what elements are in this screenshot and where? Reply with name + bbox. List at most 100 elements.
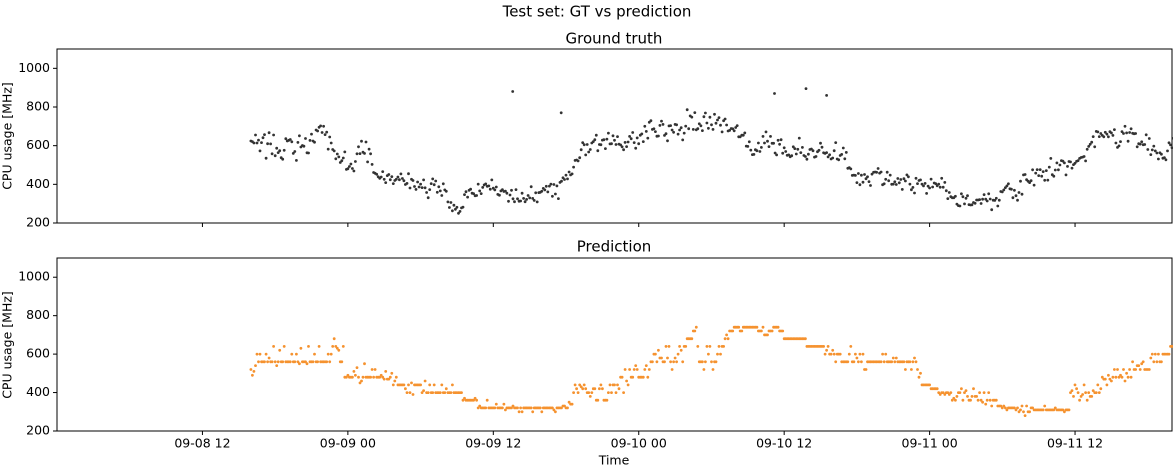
data-point	[961, 195, 965, 199]
data-point	[670, 128, 674, 132]
data-point	[305, 362, 309, 366]
data-point	[843, 157, 847, 161]
data-point	[870, 172, 874, 176]
data-point	[728, 129, 731, 132]
data-point	[498, 193, 501, 197]
data-point	[1141, 360, 1145, 364]
data-point	[352, 370, 356, 373]
data-point	[1128, 131, 1131, 134]
data-point	[723, 117, 727, 121]
data-point	[1152, 144, 1156, 148]
data-point	[1064, 173, 1068, 177]
data-point	[426, 391, 430, 394]
data-point	[526, 194, 530, 197]
data-point	[822, 345, 825, 348]
data-point	[411, 179, 415, 182]
data-point	[579, 385, 583, 389]
data-point	[691, 127, 695, 131]
data-point	[855, 181, 859, 185]
data-point	[270, 360, 274, 364]
data-point	[437, 185, 441, 189]
data-point	[675, 360, 678, 364]
data-point	[590, 391, 594, 394]
data-point	[825, 94, 828, 97]
data-point	[326, 147, 330, 151]
data-point	[594, 133, 598, 137]
data-point	[1122, 368, 1125, 371]
data-point	[1000, 190, 1004, 194]
data-point	[834, 360, 838, 364]
data-point	[988, 398, 992, 402]
data-point	[525, 198, 528, 201]
data-point	[1114, 141, 1118, 145]
data-point	[346, 167, 350, 171]
data-point	[897, 181, 901, 185]
data-point	[1160, 360, 1163, 364]
data-point	[628, 368, 631, 371]
data-point	[1123, 379, 1127, 383]
data-point	[828, 153, 831, 157]
data-point	[1113, 128, 1116, 132]
data-point	[572, 165, 575, 169]
data-point	[757, 141, 760, 145]
data-point	[1004, 406, 1007, 410]
data-point	[1005, 408, 1009, 412]
prediction-title: Prediction	[577, 238, 652, 256]
data-point	[704, 360, 707, 364]
data-point	[652, 127, 656, 131]
data-point	[267, 356, 271, 360]
data-point	[298, 134, 301, 138]
data-point	[707, 126, 710, 130]
data-point	[678, 345, 681, 348]
data-point	[501, 406, 504, 410]
data-point	[1102, 135, 1106, 139]
data-point	[831, 156, 835, 160]
data-point	[829, 352, 833, 356]
data-point	[551, 406, 554, 410]
data-point	[1155, 151, 1159, 155]
data-point	[841, 146, 845, 150]
data-point	[555, 184, 559, 188]
data-point	[1075, 387, 1078, 391]
data-point	[529, 406, 533, 410]
data-point	[946, 391, 950, 394]
data-point	[832, 149, 836, 153]
data-point	[770, 329, 774, 333]
data-point	[431, 391, 435, 394]
data-point	[979, 202, 983, 205]
data-point	[323, 133, 327, 137]
data-point	[917, 375, 921, 379]
data-point	[1063, 410, 1066, 414]
data-point	[704, 111, 707, 115]
data-point	[1110, 131, 1113, 135]
data-point	[601, 387, 604, 391]
data-point	[370, 163, 374, 166]
data-point	[663, 360, 666, 364]
data-point	[773, 92, 776, 95]
data-point	[947, 191, 951, 194]
data-point	[511, 404, 515, 408]
data-point	[605, 398, 609, 402]
data-point	[867, 180, 871, 184]
data-point	[781, 329, 785, 333]
data-point	[961, 398, 965, 402]
data-point	[714, 121, 718, 125]
data-point	[364, 140, 368, 144]
data-point	[694, 325, 698, 329]
data-point	[544, 184, 548, 188]
data-point	[329, 352, 333, 356]
data-point	[1169, 143, 1172, 147]
data-point	[588, 148, 592, 151]
data-point	[760, 329, 763, 333]
data-point	[1063, 161, 1066, 165]
data-point	[607, 131, 610, 135]
data-point	[1038, 168, 1042, 172]
data-point	[672, 130, 675, 134]
data-point	[613, 138, 616, 142]
data-point	[394, 375, 398, 379]
data-point	[576, 391, 580, 394]
data-point	[1107, 373, 1110, 377]
data-point	[1014, 408, 1018, 412]
data-point	[514, 188, 518, 192]
prediction-frame	[56, 257, 1173, 432]
